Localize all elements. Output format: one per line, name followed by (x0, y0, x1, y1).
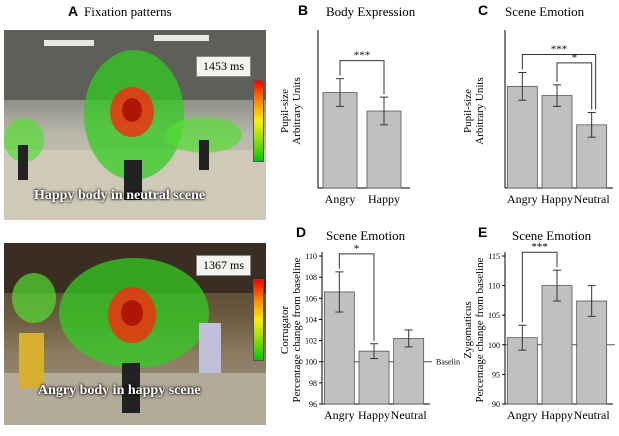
category-label-C-1: Happy (541, 192, 573, 206)
ytick-label-D-102: 102 (305, 337, 317, 346)
bar-B-angry (322, 92, 358, 189)
y-axis-label-D-0: Corrugator (279, 306, 291, 355)
panel-b-title: Body Expression (326, 4, 416, 19)
heat-scale-2 (253, 279, 264, 361)
y-axis-label-C-1: Arbitrary Units (474, 77, 486, 145)
significance-bracket-E-0 (521, 251, 558, 323)
significance-bracket-B-0 (339, 60, 385, 95)
ytick-label-D-96: 96 (309, 400, 317, 409)
ytick-label-E-95: 95 (492, 370, 500, 379)
category-label-E-2: Neutral (574, 408, 611, 422)
fixation-heatmap-1 (4, 30, 266, 220)
category-label-D-1: Happy (358, 408, 390, 422)
panel-e-letter: E (478, 224, 488, 240)
ytick-label-D-110: 110 (305, 252, 317, 261)
significance-label-D-0: * (354, 243, 360, 255)
category-label-B-1: Happy (368, 192, 400, 206)
category-label-E-0: Angry (507, 408, 538, 422)
bar-C-angry (506, 85, 538, 189)
bar-D-neutral (393, 338, 425, 405)
category-label-D-2: Neutral (391, 408, 428, 422)
heat-scale-1 (253, 80, 264, 162)
ytick-label-E-110: 110 (488, 282, 500, 291)
significance-bracket-C-0 (521, 54, 597, 110)
ytick-label-E-105: 105 (488, 311, 500, 320)
chart-scene-emotion-pupil: Pupil-size Arbitrary Units Angry Happy Neutr… (462, 30, 613, 206)
fixation-time-2: 1367 ms (196, 255, 252, 276)
category-label-B-0: Angry (325, 192, 356, 206)
ytick-label-D-104: 104 (305, 315, 317, 324)
y-axis-label-E-1: Percentage change from baseline (474, 257, 486, 402)
panel-b-letter: B (298, 2, 309, 18)
ytick-label-E-100: 100 (488, 341, 500, 350)
panel-d-title: Scene Emotion (326, 228, 406, 243)
ytick-label-D-108: 108 (305, 273, 317, 282)
panel-c-title: Scene Emotion (505, 4, 585, 19)
y-axis-label-D-1: Percentage change from baseline (291, 257, 303, 402)
ytick-label-D-98: 98 (309, 379, 317, 388)
panel-a-title: Fixation patterns (84, 4, 172, 19)
ytick-label-D-106: 106 (305, 294, 317, 303)
category-label-E-1: Happy (541, 408, 573, 422)
y-axis-label-B-1: Arbitrary Units (291, 77, 303, 145)
photo-caption-1: Happy body in neutral scene (34, 188, 206, 203)
fixation-time-1: 1453 ms (196, 56, 252, 77)
baseline-label-D: Baseline (436, 358, 460, 367)
category-label-C-2: Neutral (574, 192, 611, 206)
bar-E-happy (541, 285, 573, 405)
bar-E-neutral (576, 300, 608, 405)
category-label-D-0: Angry (324, 408, 355, 422)
fixation-heatmap-2 (4, 243, 266, 425)
significance-label-C-1: * (572, 52, 578, 64)
panel-c-letter: C (478, 2, 489, 18)
ytick-label-E-90: 90 (492, 400, 500, 409)
panel-d-letter: D (296, 224, 307, 240)
category-label-C-0: Angry (507, 192, 538, 206)
significance-bracket-C-1 (556, 62, 593, 110)
significance-label-B-0: *** (354, 50, 371, 62)
fixation-photo-angry-happy: 1367 ms Angry body in happy scene (4, 243, 266, 425)
significance-label-E-0: *** (531, 242, 548, 253)
fixation-photo-happy-neutral: 1453 ms Happy body in neutral scene (4, 30, 266, 220)
panel-e-title: Scene Emotion (512, 228, 592, 243)
photo-caption-2: Angry body in happy scene (38, 383, 201, 398)
chart-body-expression-pupil: Pupil-size Arbitrary Units Angry Happy *** (279, 30, 410, 206)
ytick-label-D-100: 100 (305, 358, 317, 367)
bar-D-happy (358, 350, 390, 405)
y-axis-label-C-0: Pupil-size (462, 89, 474, 133)
panel-a-letter: A (68, 3, 79, 19)
bar-C-happy (541, 95, 573, 189)
significance-bracket-D-0 (338, 253, 375, 341)
significance-label-C-0: *** (551, 44, 568, 56)
y-axis-label-B-0: Pupil-size (279, 89, 291, 133)
chart-zygomaticus: Zygomaticus Percentage change from baseli… (462, 242, 615, 422)
y-axis-label-E-0: Zygomaticus (462, 301, 474, 358)
chart-corrugator: Corrugator Percentage change from baselin… (279, 243, 460, 422)
ytick-label-E-115: 115 (488, 252, 500, 261)
